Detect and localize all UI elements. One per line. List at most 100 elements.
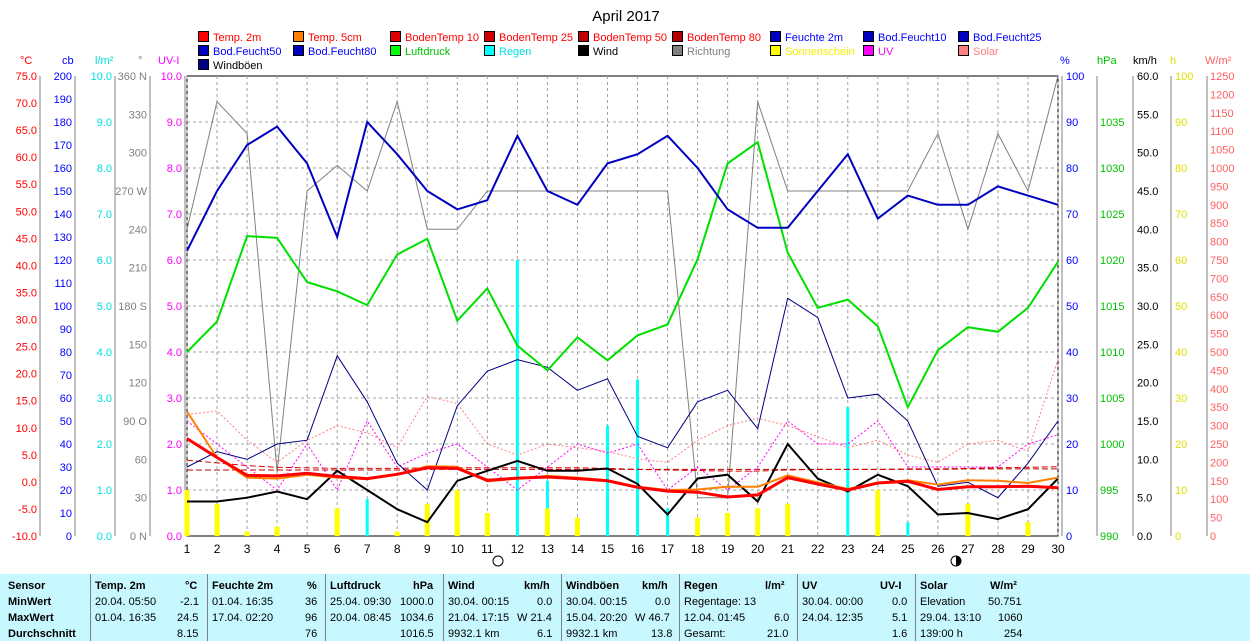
stats-avg-row: Durchschnitt 8.15 76 1016.5 9932.1 km 6.…: [0, 628, 1250, 641]
legend-label: Solar: [973, 46, 999, 58]
legend-item: Windböen: [198, 59, 263, 73]
uv-avg: 1.6: [892, 628, 908, 640]
x-tick-label: 14: [571, 542, 585, 556]
legend-label: Richtung: [687, 46, 731, 58]
wind-unit: km/h: [524, 580, 550, 592]
row-label-avg: Durchschnitt: [8, 628, 76, 640]
legend-item: BodenTemp 50: [578, 31, 667, 45]
x-tick-label: 9: [424, 542, 431, 556]
axis-tick-uv: 0.0: [167, 531, 182, 543]
gusts-title: Windböen: [566, 580, 620, 592]
x-tick-label: 7: [364, 542, 371, 556]
x-tick-label: 13: [541, 542, 555, 556]
x-tick-label: 30: [1051, 542, 1065, 556]
axis-tick-temp: 50.0: [16, 206, 37, 218]
legend-label: BodenTemp 80: [687, 32, 761, 44]
axis-tick-direction: 330: [129, 109, 147, 121]
pressure-unit: hPa: [413, 580, 434, 592]
axis-tick-solar: 250: [1210, 439, 1228, 451]
x-tick-label: 11: [481, 542, 494, 556]
temp-max: 24.5: [177, 612, 199, 624]
axis-unit-humidity: %: [1060, 55, 1070, 67]
series-bodentemp-10: [186, 459, 1059, 472]
axis-tick-direction: 300: [129, 148, 147, 160]
statistics-panel: Sensor Temp. 2m °C Feuchte 2m % Luftdruc…: [0, 574, 1250, 641]
axis-tick-cb: 80: [60, 347, 72, 359]
axis-tick-solar: 50: [1210, 513, 1222, 525]
axis-tick-sun: 80: [1175, 163, 1187, 175]
axis-tick-sun: 0: [1175, 531, 1181, 543]
bar-sonnenschein: [334, 508, 340, 536]
bar-regen: [846, 407, 850, 536]
axis-tick-humidity: 20: [1066, 439, 1078, 451]
axis-tick-humidity: 0: [1066, 531, 1072, 543]
axis-tick-cb: 180: [54, 117, 72, 129]
axis-tick-direction: 270 W: [115, 186, 147, 198]
axis-tick-cb: 20: [60, 485, 72, 497]
bar-regen: [636, 379, 640, 536]
rain-row1: Regentage: 13: [684, 596, 757, 608]
uv-title: UV: [802, 580, 818, 592]
bar-sonnenschein: [394, 531, 400, 536]
axis-tick-pressure: 1010: [1100, 347, 1124, 359]
legend-swatch: [390, 31, 401, 42]
legend-swatch: [958, 45, 969, 56]
series-richtung: [186, 75, 1059, 499]
axis-tick-humidity: 90: [1066, 117, 1078, 129]
axis-tick-cb: 60: [60, 393, 72, 405]
axis-tick-wind: 45.0: [1137, 186, 1158, 198]
legend-label: Sonnenschein: [785, 46, 855, 58]
axis-unit-temp: °C: [20, 55, 32, 67]
axis-tick-temp: 65.0: [16, 125, 37, 137]
humidity-min-time: 01.04. 16:35: [212, 596, 274, 608]
humidity-avg: 76: [305, 628, 318, 640]
bar-sonnenschein: [184, 490, 190, 536]
axis-tick-cb: 50: [60, 416, 72, 428]
humidity-max: 96: [305, 612, 318, 624]
axis-tick-pressure: 990: [1100, 531, 1118, 543]
bar-sonnenschein: [965, 503, 971, 536]
x-tick-label: 24: [871, 542, 885, 556]
x-tick-label: 8: [394, 542, 401, 556]
legend-label: Wind: [593, 46, 619, 58]
gusts-avg: 13.8: [651, 628, 673, 640]
legend-label: UV: [878, 46, 894, 58]
axis-tick-rain: 8.0: [97, 163, 112, 175]
wind-min-time: 30.04. 00:15: [448, 596, 510, 608]
x-tick-label: 5: [304, 542, 311, 556]
axis-tick-rain: 7.0: [97, 209, 112, 221]
axis-tick-humidity: 30: [1066, 393, 1078, 405]
temp-avg: 8.15: [177, 628, 199, 640]
axis-tick-solar: 950: [1210, 181, 1228, 193]
series-lines: [186, 75, 1059, 524]
bar-sonnenschein: [244, 531, 250, 536]
legend-item: Bod.Feucht10: [863, 31, 947, 45]
axis-tick-solar: 450: [1210, 365, 1228, 377]
pressure-title: Luftdruck: [330, 580, 381, 592]
legend-swatch: [578, 31, 589, 42]
axis-tick-solar: 650: [1210, 292, 1228, 304]
axis-unit-wind: km/h: [1133, 55, 1157, 67]
rain-row2-value: 6.0: [774, 612, 790, 624]
axis-tick-pressure: 1000: [1100, 439, 1124, 451]
axis-tick-sun: 30: [1175, 393, 1187, 405]
uv-min: 0.0: [892, 596, 908, 608]
x-axis-ticks: 1 2 3 4 5 6 7 8 9 10 11 12 13 14 15 16 17 18 19 20 21 22 23 24 2…: [184, 542, 1065, 556]
axis-tick-solar: 100: [1210, 494, 1228, 506]
legend-label: Regen: [499, 46, 532, 58]
legend-item: Sonnenschein: [770, 45, 855, 59]
axis-tick-sun: 90: [1175, 117, 1187, 129]
gusts-unit: km/h: [642, 580, 668, 592]
legend-swatch: [198, 31, 209, 42]
axis-tick-rain: 10.0: [91, 71, 112, 83]
axis-tick-humidity: 60: [1066, 255, 1078, 267]
uv-max-time: 24.04. 12:35: [802, 612, 864, 624]
bar-regen: [365, 499, 369, 536]
series-temp-2m: [186, 437, 1059, 499]
axis-tick-wind: 20.0: [1137, 378, 1158, 390]
axis-unit-direction: °: [138, 55, 142, 67]
axis-tick-solar: 600: [1210, 310, 1228, 322]
wind-title: Wind: [448, 580, 475, 592]
axis-tick-pressure: 1005: [1100, 393, 1124, 405]
axis-tick-wind: 30.0: [1137, 301, 1158, 313]
